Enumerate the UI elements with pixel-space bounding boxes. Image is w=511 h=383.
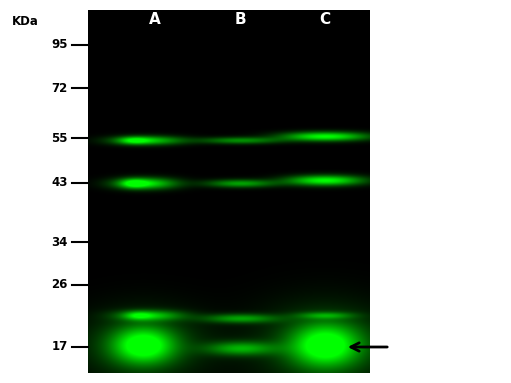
Text: 55: 55 — [52, 131, 68, 144]
Text: 26: 26 — [52, 278, 68, 291]
Text: 43: 43 — [52, 177, 68, 190]
Text: KDa: KDa — [12, 15, 38, 28]
Text: A: A — [149, 13, 161, 28]
Text: 17: 17 — [52, 340, 68, 354]
Text: 72: 72 — [52, 82, 68, 95]
Text: 34: 34 — [52, 236, 68, 249]
Text: 95: 95 — [52, 39, 68, 51]
Text: B: B — [234, 13, 246, 28]
Text: C: C — [319, 13, 331, 28]
